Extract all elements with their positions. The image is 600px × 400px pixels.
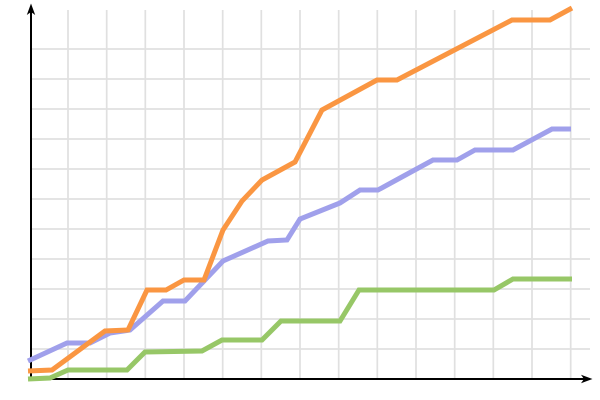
y-axis-arrowhead-icon	[26, 3, 36, 15]
horizontal-gridlines	[31, 48, 590, 350]
data-series	[26, 5, 574, 382]
series-green-line	[27, 276, 572, 382]
vertical-gridlines	[67, 10, 572, 379]
series-orange-line	[27, 5, 574, 374]
axes	[26, 3, 593, 384]
x-axis-arrowhead-icon	[581, 374, 593, 384]
